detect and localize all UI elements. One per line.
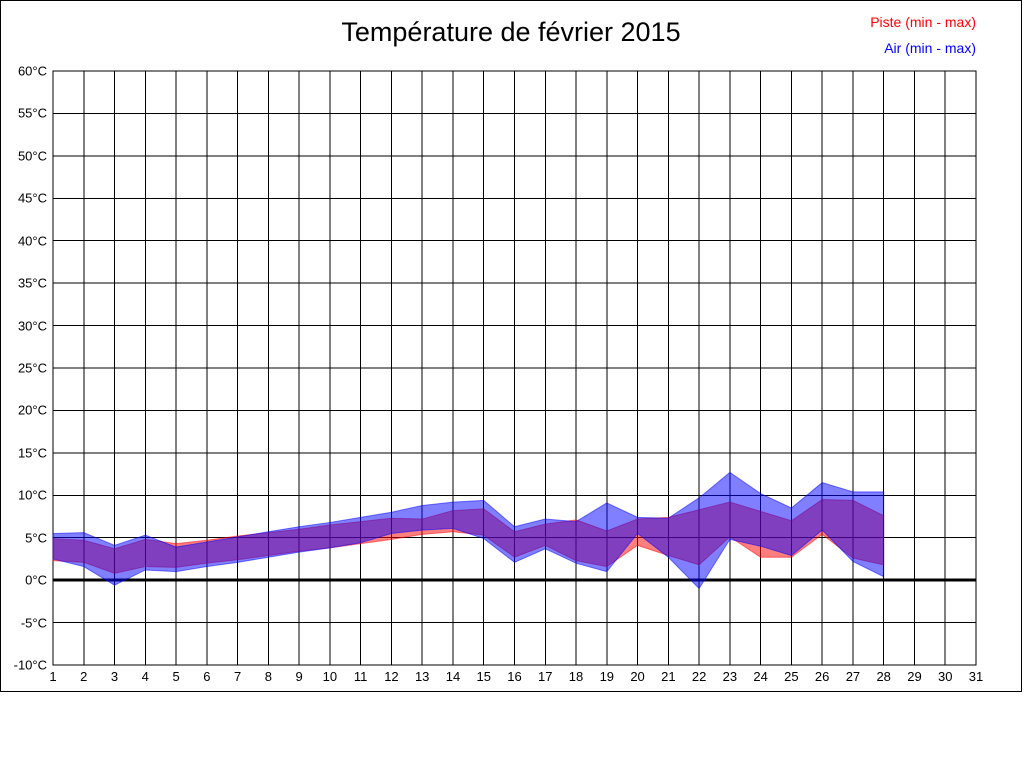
y-tick-label: -10°C [13, 657, 47, 673]
x-tick-label: 23 [722, 669, 738, 684]
y-tick-label: 30°C [17, 318, 47, 334]
x-tick-label: 30 [937, 669, 953, 684]
x-tick-label: 14 [445, 669, 461, 684]
legend-item-piste: Piste (min - max) [870, 14, 976, 30]
x-tick-label: 4 [141, 669, 149, 684]
y-tick-label: -5°C [20, 615, 47, 631]
y-tick-label: 55°C [17, 105, 47, 121]
x-tick-label: 21 [661, 669, 676, 684]
x-tick-label: 5 [172, 669, 180, 684]
x-tick-label: 24 [753, 669, 768, 684]
y-tick-label: 0°C [25, 572, 47, 588]
x-tick-label: 2 [80, 669, 88, 684]
plot-frame [52, 70, 977, 666]
y-tick-label: 40°C [17, 233, 47, 249]
y-tick-label: 5°C [25, 530, 47, 546]
x-tick-label: 26 [814, 669, 830, 684]
y-tick-label: 60°C [17, 63, 47, 79]
x-tick-label: 1 [49, 669, 57, 684]
x-tick-label: 7 [233, 669, 242, 684]
x-tick-label: 19 [599, 669, 615, 684]
chart-panel: Température de février 2015 Piste (min -… [0, 0, 1022, 692]
x-tick-label: 17 [538, 669, 553, 684]
y-tick-label: 35°C [17, 275, 47, 291]
legend-item-air: Air (min - max) [884, 40, 976, 56]
y-tick-label: 25°C [17, 360, 47, 376]
chart-svg [52, 70, 977, 666]
x-tick-label: 3 [110, 669, 119, 684]
x-tick-label: 11 [353, 669, 368, 684]
y-tick-label: 20°C [17, 402, 47, 418]
x-tick-label: 10 [322, 669, 338, 684]
x-tick-label: 22 [691, 669, 707, 684]
x-tick-label: 15 [476, 669, 491, 684]
x-tick-label: 20 [630, 669, 645, 684]
x-tick-label: 13 [414, 669, 430, 684]
x-tick-label: 25 [784, 669, 799, 684]
y-tick-label: 50°C [17, 148, 47, 164]
x-tick-label: 16 [507, 669, 522, 684]
chart-title: Température de février 2015 [341, 17, 681, 47]
y-tick-label: 45°C [17, 190, 47, 206]
x-tick-label: 12 [384, 669, 399, 684]
y-tick-label: 15°C [17, 445, 47, 461]
x-tick-label: 8 [264, 669, 272, 684]
x-tick-label: 18 [568, 669, 584, 684]
y-tick-label: 10°C [17, 487, 47, 503]
x-tick-label: 27 [845, 669, 861, 684]
x-tick-label: 29 [907, 669, 922, 684]
x-tick-label: 9 [295, 669, 303, 684]
legend: Piste (min - max) Air (min - max) [870, 9, 976, 61]
air-band [52, 471, 885, 590]
x-tick-label: 31 [968, 669, 984, 684]
x-tick-label: 28 [876, 669, 891, 684]
x-tick-label: 6 [203, 669, 211, 684]
